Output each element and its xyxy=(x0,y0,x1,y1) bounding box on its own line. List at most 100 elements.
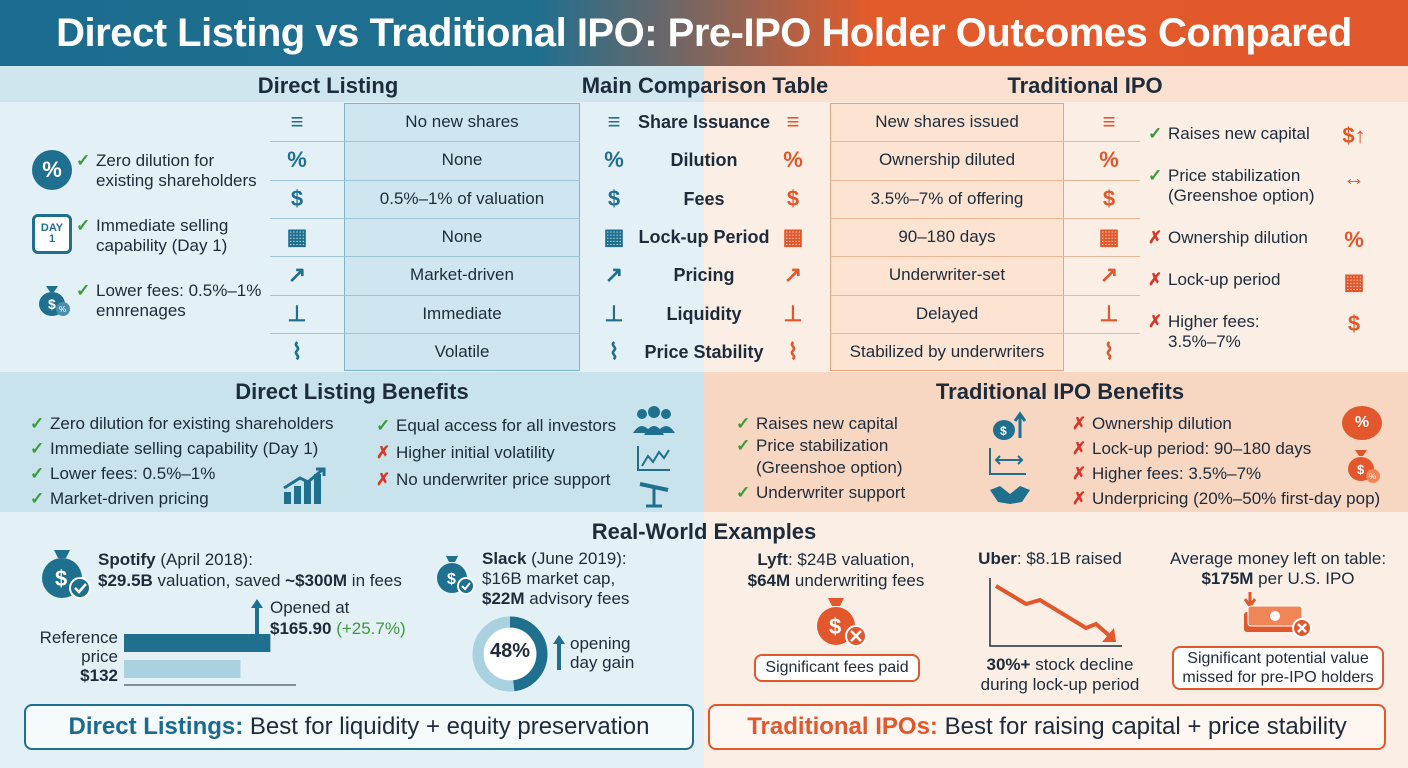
tap-icon: ⊥ xyxy=(783,300,803,326)
left-highlight-1: ✓ Zero dilution for existing shareholders xyxy=(76,151,257,190)
average-missed-box: Significant potential value missed for pr… xyxy=(1172,646,1384,690)
stable-icon: ⌇ xyxy=(291,338,303,364)
cross-icon: ✗ xyxy=(376,443,391,462)
calendar-lock-icon: ▦ xyxy=(1343,269,1365,294)
lyft-text: Lyft: $24B valuation, $64M underwriting … xyxy=(747,550,925,590)
criterion-label: Liquidity xyxy=(666,303,742,324)
chart-icon: ↗ xyxy=(1099,262,1119,288)
criterion-label: Pricing xyxy=(673,265,735,286)
stable-icon: ⌇ xyxy=(608,338,620,364)
check-icon: ✓ xyxy=(30,489,45,508)
check-icon: ✓ xyxy=(736,436,751,455)
coins-icon: ≡ xyxy=(1102,109,1116,134)
ti-benefit-item: ✓ Price stabilization xyxy=(736,436,889,455)
svg-text:$: $ xyxy=(447,571,456,588)
price-range-icon xyxy=(988,446,1028,476)
cross-icon: ✗ xyxy=(1072,489,1087,508)
ti-benefit-item: ✗ Lock-up period: 90–180 days xyxy=(1072,439,1312,458)
dl-footer-box: Direct Listings: Best for liquidity + eq… xyxy=(24,704,694,750)
lock-icon: ▦ xyxy=(1098,223,1120,249)
spotify-text: Spotify (April 2018): $29.5B valuation, … xyxy=(98,550,402,590)
cross-icon: ✗ xyxy=(1072,464,1087,483)
dl-benefit-item: ✓ Equal access for all investors xyxy=(376,416,617,435)
ti-benefits-title: Traditional IPO Benefits xyxy=(935,379,1185,404)
coins-icon: ≡ xyxy=(607,109,621,134)
volatility-chart-icon xyxy=(636,444,672,472)
criterion-label: Share Issuance xyxy=(637,112,771,132)
price-range-icon: ↔ xyxy=(1343,165,1365,190)
right-highlight: ✗ Ownership dilution xyxy=(1148,228,1308,247)
row-divider xyxy=(270,294,580,296)
criterion-label: Fees xyxy=(683,188,725,209)
title-bar: Direct Listing vs Traditional IPO: Pre-I… xyxy=(0,0,1408,66)
bag-icon: $ xyxy=(607,185,621,211)
criterion-label: Dilution xyxy=(670,150,738,171)
svg-text:$: $ xyxy=(1000,424,1007,438)
right-highlight: ✗ Lock-up period xyxy=(1148,270,1281,289)
reference-price-bar xyxy=(124,660,241,678)
slack-text: Slack (June 2019): $16B market cap, $22M… xyxy=(482,549,630,608)
page-title: Direct Listing vs Traditional IPO: Pre-I… xyxy=(56,11,1352,55)
cross-icon: ✗ xyxy=(1072,439,1087,458)
uber-caption: 30%+ stock decline during lock-up period xyxy=(980,655,1140,694)
cash-stack-icon xyxy=(1240,590,1316,640)
coins-icon: ≡ xyxy=(786,109,800,134)
row-divider xyxy=(830,179,1140,181)
lock-icon: ▦ xyxy=(782,223,804,249)
dl-cell: No new shares xyxy=(405,112,519,132)
bag-icon: $ xyxy=(786,185,800,211)
dl-cell: Market-driven xyxy=(410,265,514,285)
left-highlight-3: ✓ Lower fees: 0.5%–1% ennrenages xyxy=(76,281,262,320)
stable-icon: ⌇ xyxy=(1103,338,1115,364)
row-divider xyxy=(270,141,580,143)
spotify-opened: Opened at $165.90 (+25.7%) xyxy=(270,598,406,638)
dl-cell: Volatile xyxy=(434,341,490,361)
cross-icon: ✗ xyxy=(1148,270,1163,289)
examples-title: Real-World Examples xyxy=(591,519,817,544)
money-bag-icon: $% xyxy=(32,278,72,318)
check-icon: ✓ xyxy=(30,439,45,458)
direct-listing-header: Direct Listing xyxy=(257,73,399,98)
dl-cell: 0.5%–1% of valuation xyxy=(379,188,545,208)
criterion-label: Lock-up Period xyxy=(638,226,770,247)
growth-bars-icon xyxy=(280,466,326,506)
right-highlight: ✓ Raises new capital xyxy=(1148,124,1310,143)
right-header-band xyxy=(704,66,1408,102)
row-divider xyxy=(830,217,1140,219)
cross-icon: ✗ xyxy=(1072,414,1087,433)
tap-icon: ⊥ xyxy=(604,300,624,326)
svg-text:$: $ xyxy=(48,296,56,312)
slack-gain-value: 48% xyxy=(489,640,531,662)
row-divider xyxy=(830,256,1140,258)
right-highlight: ✓ Price stabilization (Greenshoe option) xyxy=(1148,166,1315,205)
up-arrow-icon xyxy=(552,634,566,670)
svg-text:$: $ xyxy=(55,566,67,591)
investors-group-icon xyxy=(630,405,678,437)
percent-icon: % xyxy=(1099,147,1119,173)
check-icon: ✓ xyxy=(30,464,45,483)
lyft-fees-bag-icon: $ xyxy=(808,594,870,648)
bag-icon: $ xyxy=(1102,185,1116,211)
bag-icon: $ xyxy=(290,185,304,211)
dl-cell: None xyxy=(441,150,483,170)
average-text: Average money left on table: $175M per U… xyxy=(1169,549,1387,588)
slack-gain-label: opening day gain xyxy=(570,634,635,672)
svg-text:%: % xyxy=(1369,472,1376,481)
check-icon: ✓ xyxy=(76,281,91,300)
row-divider xyxy=(270,332,580,334)
ti-benefit-item: ✓ Underwriter support xyxy=(736,483,906,502)
ti-cell: Ownership diluted xyxy=(878,150,1016,170)
chart-icon: ↗ xyxy=(783,262,803,288)
ti-benefit-item: ✓ Raises new capital xyxy=(736,414,898,433)
main-table-header: Main Comparison Table xyxy=(581,73,829,98)
handshake-icon xyxy=(988,480,1032,508)
lyft-fees-box: Significant fees paid xyxy=(754,654,920,682)
cross-icon: ✗ xyxy=(1148,312,1163,331)
calendar-day-icon: DAY 1 xyxy=(32,214,72,254)
row-divider xyxy=(830,332,1140,334)
ti-cell: Delayed xyxy=(915,303,979,323)
ti-benefit-item: ✗ Ownership dilution xyxy=(1072,414,1232,433)
tap-icon: ⊥ xyxy=(1099,300,1119,326)
coins-icon: ≡ xyxy=(290,109,304,134)
dl-benefit-item: ✗ Higher initial volatility xyxy=(376,443,555,462)
